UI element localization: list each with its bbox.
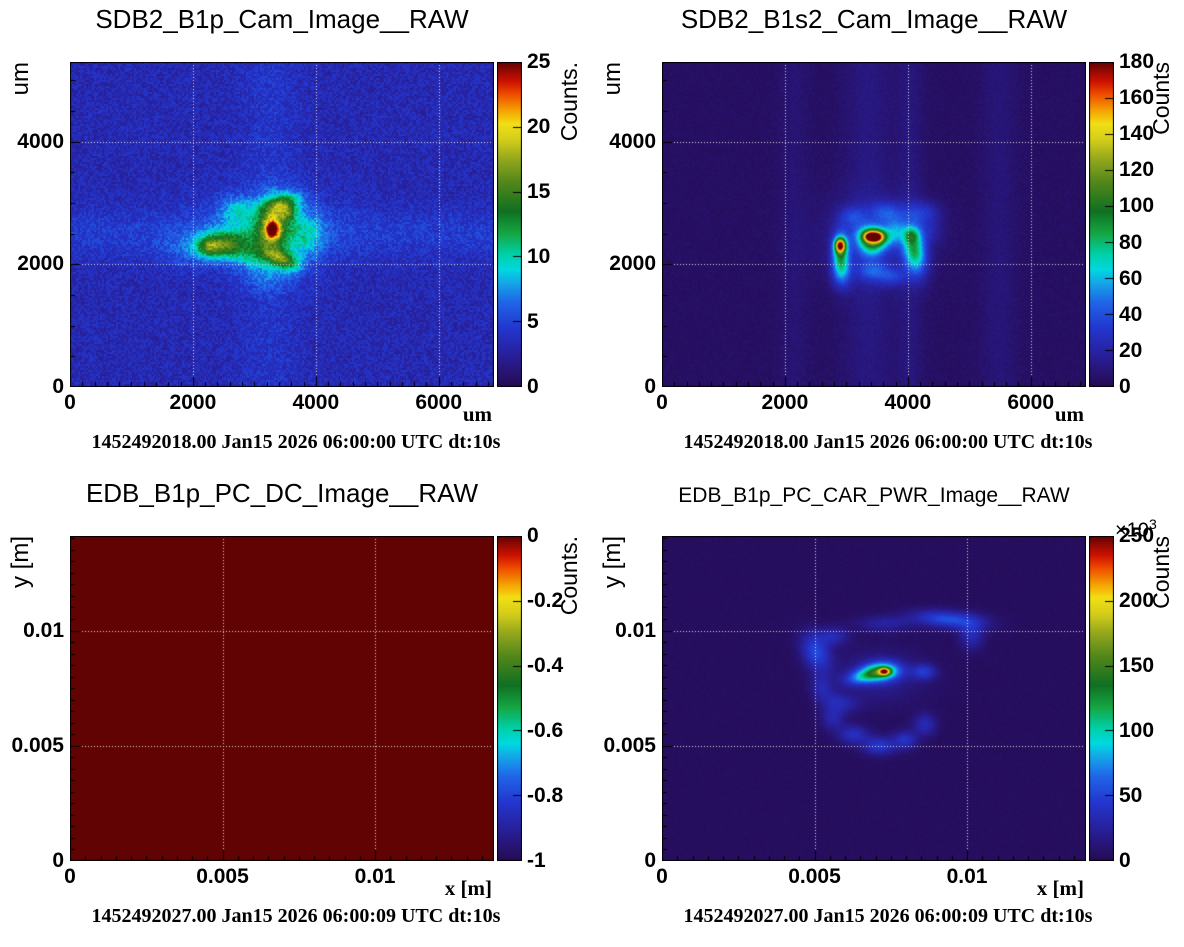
colorbar-tick-label: 10 <box>527 245 551 268</box>
colorbar-tick-label: 60 <box>1119 266 1143 290</box>
x-tick-label: 4000 <box>884 391 932 414</box>
colorbar-tick-label: 0 <box>527 375 539 398</box>
y-axis-title: um <box>7 62 34 96</box>
y-tick-label: 0 <box>644 375 656 398</box>
heatmap-plot <box>662 62 1086 387</box>
x-tick-label: 0 <box>656 391 668 414</box>
timestamp: 1452492018.00 Jan15 2026 06:00:00 UTC dt… <box>91 431 501 453</box>
x-tick-label: 0.01 <box>946 865 988 888</box>
colorbar-tick-label: 120 <box>1119 158 1155 182</box>
heatmap-plot <box>662 536 1086 861</box>
y-tick-label: 0 <box>52 375 64 398</box>
y-tick-label: 0.005 <box>603 733 656 757</box>
panel-edb-b1p-pc-car-pwr: EDB_B1p_PC_CAR_PWR_Image__RAW y [m] ×103… <box>592 474 1184 947</box>
plot-title: EDB_B1p_PC_DC_Image__RAW <box>85 478 479 508</box>
colorbar-multiplier: ×103 <box>1115 516 1157 542</box>
colorbar-tick-label: -0.4 <box>527 654 564 677</box>
timestamp: 1452492027.00 Jan15 2026 06:00:09 UTC dt… <box>683 905 1093 927</box>
colorbar-tick-label: 80 <box>1119 230 1143 254</box>
y-tick-label: 4000 <box>609 129 656 153</box>
colorbar-tick-label: -0.2 <box>527 589 564 612</box>
colorbar-tick-label: 160 <box>1119 86 1155 110</box>
x-axis-title: x [m] <box>1036 876 1084 900</box>
y-axis-title: y [m] <box>7 536 34 588</box>
colorbar <box>497 62 522 387</box>
y-tick-label: 0.01 <box>23 618 64 642</box>
colorbar-tick-label: 25 <box>527 50 551 73</box>
colorbar-tick-label: -0.6 <box>527 719 564 742</box>
colorbar-tick-label: 0 <box>1119 849 1131 872</box>
colorbar-tick-label: 20 <box>1119 338 1143 362</box>
colorbar-tick-label: 100 <box>1119 719 1155 742</box>
colorbar-tick-label: 250 <box>1119 524 1155 547</box>
y-tick-label: 0 <box>52 849 64 872</box>
panel-sdb2-b1p-cam: SDB2_B1p_Cam_Image__RAW um Counts. um 0 2… <box>0 0 592 473</box>
colorbar-title: Counts. <box>556 62 582 142</box>
y-tick-label: 4000 <box>17 129 64 153</box>
colorbar-tick-label: 15 <box>527 180 551 203</box>
y-axis-title: y [m] <box>599 536 626 588</box>
x-axis-title: x [m] <box>444 876 492 900</box>
x-axis-title: um <box>462 402 492 426</box>
x-tick-label: 0 <box>64 865 76 888</box>
x-tick-label: 0.01 <box>354 865 396 888</box>
colorbar-tick-label: 140 <box>1119 122 1155 146</box>
timestamp: 1452492027.00 Jan15 2026 06:00:09 UTC dt… <box>91 905 501 927</box>
y-tick-label: 2000 <box>17 252 64 276</box>
colorbar-tick-label: 180 <box>1119 50 1155 73</box>
x-tick-label: 6000 <box>1007 391 1055 414</box>
x-axis-title: um <box>1054 402 1084 426</box>
y-tick-label: 0 <box>644 849 656 872</box>
plot-title: SDB2_B1p_Cam_Image__RAW <box>95 4 469 34</box>
x-tick-label: 0.005 <box>788 865 841 888</box>
colorbar-tick-label: 40 <box>1119 302 1143 326</box>
colorbar-tick-label: 50 <box>1119 784 1143 807</box>
colorbar-tick-label: 20 <box>527 115 551 138</box>
colorbar-tick-label: 100 <box>1119 194 1155 218</box>
colorbar-tick-label: 5 <box>527 310 539 333</box>
plot-title: SDB2_B1s2_Cam_Image__RAW <box>680 4 1068 34</box>
colorbar-tick-label: -0.8 <box>527 784 564 807</box>
x-tick-label: 0 <box>64 391 76 414</box>
heatmap-plot <box>70 62 494 387</box>
y-tick-label: 0.005 <box>11 733 64 757</box>
y-tick-label: 0.01 <box>615 618 656 642</box>
x-tick-label: 0 <box>656 865 668 888</box>
colorbar-tick-label: 200 <box>1119 589 1155 612</box>
colorbar-tick-label: 0 <box>1119 375 1131 398</box>
plot-title: EDB_B1p_PC_CAR_PWR_Image__RAW <box>678 484 1070 507</box>
colorbar-tick-label: -1 <box>527 849 546 872</box>
x-tick-label: 4000 <box>292 391 340 414</box>
heatmap-plot <box>70 536 494 861</box>
colorbar <box>497 536 522 861</box>
x-tick-label: 2000 <box>761 391 809 414</box>
x-tick-label: 0.005 <box>196 865 249 888</box>
x-tick-label: 6000 <box>415 391 463 414</box>
colorbar <box>1089 536 1114 861</box>
colorbar-tick-label: 0 <box>527 524 539 547</box>
x-tick-label: 2000 <box>169 391 217 414</box>
y-axis-title: um <box>599 62 626 96</box>
colorbar-tick-label: 150 <box>1119 654 1155 677</box>
panel-edb-b1p-pc-dc: EDB_B1p_PC_DC_Image__RAW y [m] Counts. x… <box>0 474 592 947</box>
timestamp: 1452492018.00 Jan15 2026 06:00:00 UTC dt… <box>683 431 1093 453</box>
colorbar <box>1089 62 1114 387</box>
y-tick-label: 2000 <box>609 252 656 276</box>
